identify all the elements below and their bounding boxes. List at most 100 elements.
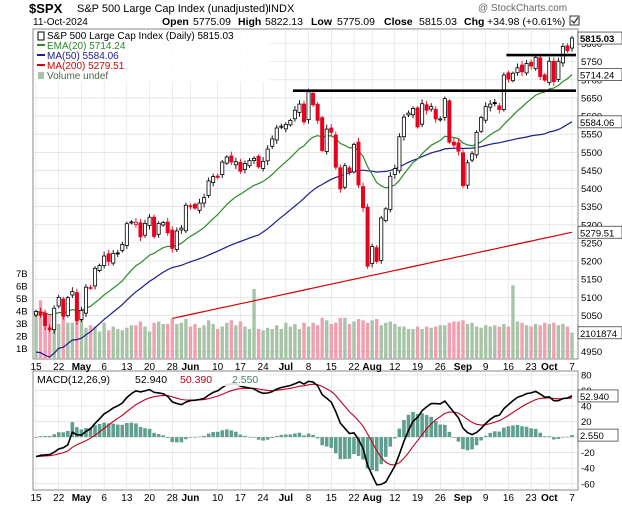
volume-bar [370, 320, 374, 359]
macd-histogram-bar [79, 429, 84, 438]
volume-bar [188, 326, 193, 359]
macd-histogram-bar [415, 413, 420, 438]
candle-body [147, 216, 152, 226]
candle-body [52, 307, 57, 331]
macd-histogram-bar [125, 423, 129, 438]
volume-bar [315, 325, 320, 359]
volume-bar [529, 326, 533, 359]
volume-bar [570, 332, 574, 359]
candle-body [429, 106, 434, 110]
macd-histogram-bar [365, 437, 370, 469]
volume-bar [329, 324, 333, 359]
macd-histogram-bar [165, 437, 170, 438]
candle-body [433, 108, 438, 120]
candle-body [501, 74, 506, 110]
x-tick-label-top: 10 [212, 362, 224, 373]
candle-body [397, 136, 402, 172]
x-tick-label-bottom: 19 [412, 493, 424, 504]
volume-bar [38, 300, 43, 359]
candle-body [329, 127, 334, 133]
candle-body [470, 153, 475, 161]
volume-bar [470, 322, 474, 359]
x-tick-label-bottom: Sep [454, 493, 472, 504]
macd-histogram-bar [465, 437, 470, 451]
macd-histogram-bar [388, 437, 393, 447]
candle-body [120, 244, 125, 251]
volume-bar [61, 316, 65, 359]
volume-bar [88, 325, 93, 359]
macd-value: 52.940 [135, 374, 167, 386]
candle-body [224, 156, 229, 164]
ma50-line [35, 121, 573, 358]
macd-histogram-bar [538, 432, 543, 438]
candle-body [356, 141, 361, 186]
candle-body [274, 127, 279, 141]
macd-value-label: 52.940 [580, 392, 609, 403]
volume-bar [361, 320, 365, 359]
volume-bar [565, 326, 570, 359]
volume-bar [347, 324, 352, 359]
volume-bar [152, 322, 156, 359]
price-tick-label: 5550 [581, 130, 602, 141]
x-tick-label-top: 24 [258, 362, 270, 373]
volume-bar [220, 326, 224, 359]
candle-body [102, 255, 107, 266]
volume-bar [424, 326, 429, 359]
candle-body [442, 98, 447, 118]
volume-bar [293, 324, 297, 359]
volume-bar [184, 319, 188, 359]
x-tick-label-top: 7 [569, 362, 575, 373]
volume-bar [456, 321, 461, 359]
macd-label: MACD(12,26,9) [37, 374, 110, 386]
price-tick-label: 5250 [581, 238, 602, 249]
x-tick-label-top: 22 [348, 362, 360, 373]
candle-body [220, 161, 225, 175]
price-value-box [577, 115, 622, 129]
macd-histogram-bar [329, 437, 334, 448]
macd-histogram-bar [356, 437, 361, 456]
volume-bar [66, 322, 70, 359]
price-value-box [577, 31, 622, 45]
candle-body [115, 252, 120, 255]
candle-body [460, 152, 465, 187]
ma200-line [172, 231, 573, 319]
candle-body [65, 297, 70, 317]
candle-body [233, 161, 238, 166]
watermark-text: @ StockCharts.com [478, 3, 567, 14]
candle-body [447, 100, 452, 143]
candle-body [133, 221, 138, 226]
volume-bar [229, 320, 234, 359]
volume-tick-label: 7B [16, 269, 28, 280]
x-tick-label-bottom: 24 [258, 493, 270, 504]
macd-histogram-bar [383, 437, 388, 457]
ema20-line [35, 74, 573, 316]
macd-histogram-bar [170, 437, 175, 443]
price-candles [34, 35, 575, 334]
candle-body [47, 327, 52, 331]
volume-bar [252, 289, 256, 359]
macd-histogram-bar [61, 432, 66, 438]
volume-bar [302, 322, 306, 359]
candle-body [306, 91, 311, 121]
watermark: @ StockCharts.com [478, 3, 567, 14]
macd-histogram-bar [75, 427, 79, 438]
volume-bar [520, 322, 524, 359]
price-value-label: 5815.03 [580, 34, 614, 45]
volume-bar [415, 326, 420, 359]
macd-tick-label: -20 [581, 448, 595, 459]
candle-body [288, 119, 293, 126]
macd-histogram-bar [120, 424, 125, 438]
macd-histogram-bar [306, 433, 311, 438]
checkbox-icon[interactable] [569, 15, 580, 26]
candle-body [492, 102, 497, 105]
price-tick-label: 5800 [581, 39, 602, 50]
macd-histogram-bar [302, 435, 306, 438]
macd-histogram-bar [193, 437, 197, 438]
volume-bar [211, 324, 215, 359]
macd-histogram-bar [134, 423, 138, 438]
candle-body [388, 175, 393, 210]
volume-bar [538, 325, 542, 359]
x-tick-label-bottom: 15 [30, 493, 42, 504]
volume-bar [129, 325, 134, 359]
legend-volume-swatch [38, 72, 44, 79]
